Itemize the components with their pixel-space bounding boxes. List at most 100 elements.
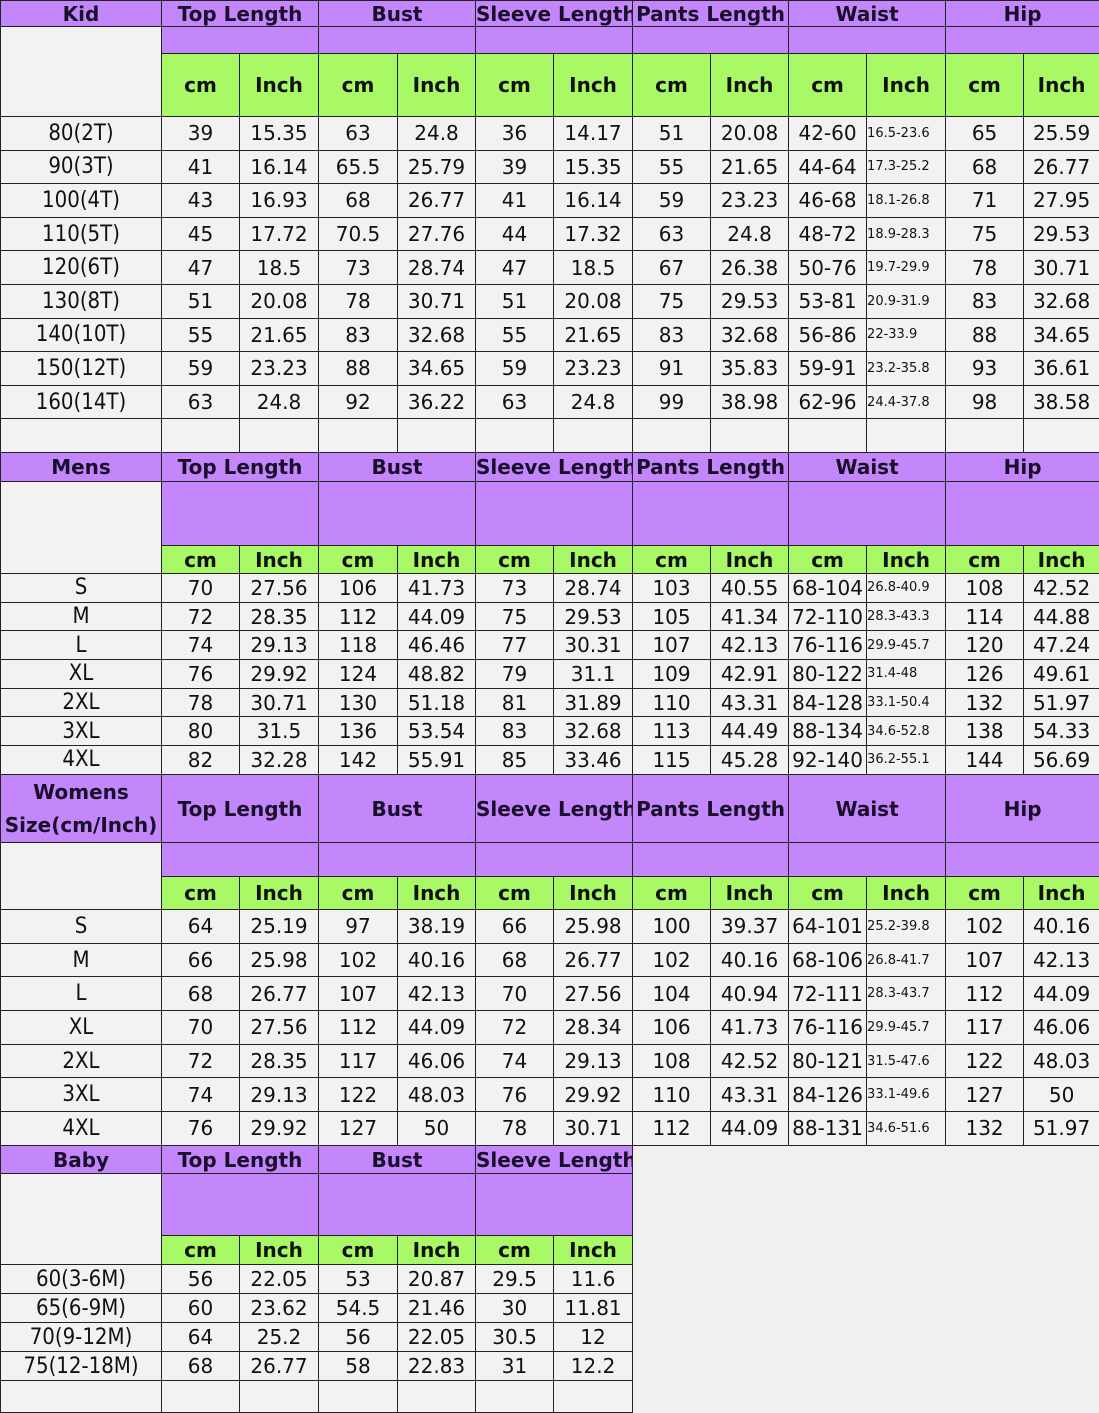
value-cell: 88-131 xyxy=(789,1112,867,1146)
value-cell: 48.03 xyxy=(398,1078,476,1112)
value-cell: 22.05 xyxy=(240,1265,319,1294)
value-cell: 36.61 xyxy=(1024,352,1099,386)
value-cell: 28.34 xyxy=(554,1011,633,1045)
value-cell: 15.35 xyxy=(554,150,633,184)
value-cell: 63 xyxy=(162,385,240,419)
value-cell: 31 xyxy=(476,1352,554,1381)
header-band xyxy=(946,482,1099,546)
unit-cm: cm xyxy=(633,877,711,910)
value-cell: 50 xyxy=(398,1112,476,1146)
value-cell: 21.46 xyxy=(398,1294,476,1323)
unit-inch: Inch xyxy=(711,546,789,574)
value-cell: 29.13 xyxy=(240,631,319,660)
value-cell: 68 xyxy=(162,1352,240,1381)
unit-inch: Inch xyxy=(398,546,476,574)
value-cell: 36.2-55.1 xyxy=(867,746,946,775)
value-cell: 11.6 xyxy=(554,1265,633,1294)
value-cell: 18.5 xyxy=(240,251,319,285)
value-cell: 25.79 xyxy=(398,150,476,184)
value-cell: 59 xyxy=(633,184,711,218)
unit-inch: Inch xyxy=(711,877,789,910)
size-cell: M xyxy=(1,943,162,977)
value-cell: 73 xyxy=(319,251,398,285)
value-cell: 132 xyxy=(946,1112,1024,1146)
value-cell: 54.5 xyxy=(319,1294,398,1323)
value-cell: 29.53 xyxy=(711,284,789,318)
value-cell: 92 xyxy=(319,385,398,419)
empty-cell xyxy=(398,419,476,453)
value-cell: 47.24 xyxy=(1024,631,1099,660)
value-cell: 42.52 xyxy=(711,1044,789,1078)
value-cell: 106 xyxy=(633,1011,711,1045)
value-cell: 42.13 xyxy=(711,631,789,660)
value-cell: 76-116 xyxy=(789,631,867,660)
value-cell: 18.1-26.8 xyxy=(867,184,946,218)
value-cell: 28.35 xyxy=(240,602,319,631)
header-band xyxy=(946,843,1099,877)
value-cell: 68-104 xyxy=(789,574,867,603)
value-cell: 20.08 xyxy=(711,117,789,151)
header-band xyxy=(633,482,789,546)
column-group-header: Top Length xyxy=(162,1,319,27)
empty-cell xyxy=(240,1381,319,1413)
value-cell: 25.59 xyxy=(1024,117,1099,151)
value-cell: 53 xyxy=(319,1265,398,1294)
value-cell: 20.87 xyxy=(398,1265,476,1294)
column-group-header: Top Length xyxy=(162,453,319,482)
empty-cell xyxy=(319,1381,398,1413)
value-cell: 24.8 xyxy=(240,385,319,419)
value-cell: 51.97 xyxy=(1024,688,1099,717)
value-cell: 40.16 xyxy=(1024,910,1099,944)
header-band xyxy=(476,482,633,546)
value-cell: 26.77 xyxy=(240,1352,319,1381)
unit-inch: Inch xyxy=(398,54,476,117)
value-cell: 82 xyxy=(162,746,240,775)
value-cell: 44.88 xyxy=(1024,602,1099,631)
value-cell: 55 xyxy=(162,318,240,352)
value-cell: 49.61 xyxy=(1024,660,1099,689)
value-cell: 76 xyxy=(476,1078,554,1112)
value-cell: 26.77 xyxy=(240,977,319,1011)
value-cell: 32.68 xyxy=(711,318,789,352)
unit-cm: cm xyxy=(789,546,867,574)
value-cell: 27.95 xyxy=(1024,184,1099,218)
size-cell: S xyxy=(1,910,162,944)
empty-cell xyxy=(1,419,162,453)
value-cell: 48.03 xyxy=(1024,1044,1099,1078)
header-band xyxy=(476,1174,633,1236)
size-cell: 140(10T) xyxy=(1,318,162,352)
value-cell: 78 xyxy=(476,1112,554,1146)
value-cell: 34.6-51.6 xyxy=(867,1112,946,1146)
unit-inch: Inch xyxy=(1024,546,1099,574)
unit-cm: cm xyxy=(319,1236,398,1265)
value-cell: 16.93 xyxy=(240,184,319,218)
value-cell: 64-101 xyxy=(789,910,867,944)
empty-cell xyxy=(240,419,319,453)
header-band xyxy=(789,27,946,54)
size-cell: 60(3-6M) xyxy=(1,1265,162,1294)
value-cell: 19.7-29.9 xyxy=(867,251,946,285)
value-cell: 68-106 xyxy=(789,943,867,977)
unit-cm: cm xyxy=(319,877,398,910)
value-cell: 53.54 xyxy=(398,717,476,746)
size-cell: 2XL xyxy=(1,688,162,717)
header-band xyxy=(319,482,476,546)
value-cell: 30.71 xyxy=(1024,251,1099,285)
value-cell: 107 xyxy=(946,943,1024,977)
value-cell: 34.65 xyxy=(1024,318,1099,352)
value-cell: 64 xyxy=(162,1323,240,1352)
empty-cell xyxy=(789,419,867,453)
value-cell: 74 xyxy=(162,631,240,660)
value-cell: 44.09 xyxy=(1024,977,1099,1011)
value-cell: 31.5 xyxy=(240,717,319,746)
value-cell: 12 xyxy=(554,1323,633,1352)
size-cell: 2XL xyxy=(1,1044,162,1078)
value-cell: 17.3-25.2 xyxy=(867,150,946,184)
value-cell: 43.31 xyxy=(711,1078,789,1112)
value-cell: 97 xyxy=(319,910,398,944)
size-cell: 80(2T) xyxy=(1,117,162,151)
